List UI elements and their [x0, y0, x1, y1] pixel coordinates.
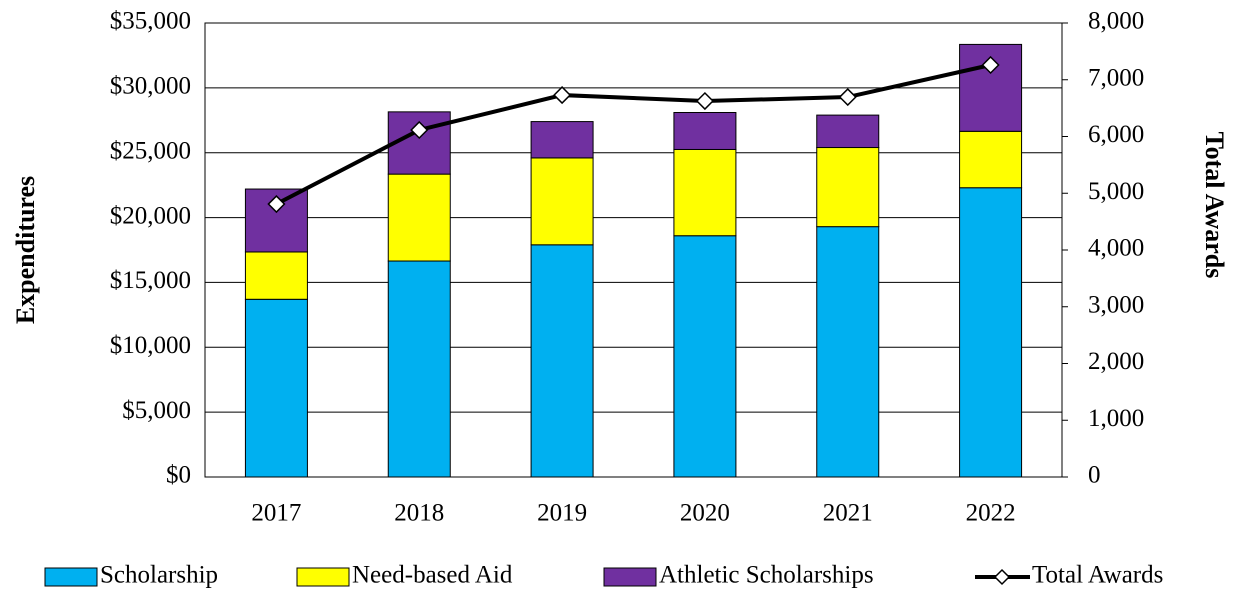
legend-label: Athletic Scholarships — [659, 562, 874, 589]
bar-segment — [673, 235, 737, 478]
y-tick-label: $5,000 — [122, 397, 191, 424]
bar-segment — [673, 112, 737, 150]
line-marker — [410, 120, 429, 140]
legend-swatch — [44, 567, 98, 587]
line-marker — [267, 194, 286, 214]
bar-segment — [387, 173, 451, 262]
y2-tick-label: 8,000 — [1088, 8, 1144, 35]
bar-segment — [959, 187, 1023, 478]
bar-segment — [959, 130, 1023, 189]
y2-axis-title: Total Awards — [1200, 132, 1229, 279]
line-marker — [695, 91, 714, 111]
line-marker — [553, 86, 572, 105]
line-marker — [981, 55, 1000, 75]
line — [275, 63, 992, 206]
bar-segment — [387, 260, 451, 478]
legend-label: Scholarship — [100, 562, 218, 589]
x-tick-label: 2019 — [537, 500, 587, 527]
x-tick-label: 2018 — [394, 500, 444, 527]
bar-segment — [530, 157, 594, 246]
legend-swatch — [296, 567, 350, 587]
y-tick-label: $35,000 — [110, 8, 191, 35]
legend-label: Need-based Aid — [352, 562, 513, 589]
y2-tick-label: 6,000 — [1088, 121, 1144, 148]
bar-segment — [816, 226, 880, 478]
bar-segment — [816, 147, 880, 228]
line-marker — [838, 87, 857, 107]
y-tick-label: $15,000 — [110, 267, 191, 294]
x-tick-label: 2020 — [680, 500, 730, 527]
bar-segment — [530, 244, 594, 478]
y-axis-title: Expenditures — [11, 176, 40, 324]
x-tick-label: 2021 — [823, 500, 873, 527]
legend-label: Total Awards — [1032, 562, 1163, 589]
y2-tick-label: 7,000 — [1088, 64, 1144, 91]
y2-tick-label: 2,000 — [1088, 348, 1144, 375]
y2-tick-label: 0 — [1088, 462, 1101, 489]
y-tick-label: $20,000 — [110, 202, 191, 229]
y-tick-label: $10,000 — [110, 332, 191, 359]
x-tick-label: 2022 — [966, 500, 1016, 527]
y2-tick-label: 4,000 — [1088, 235, 1144, 262]
y-tick-label: $25,000 — [110, 137, 191, 164]
bar-segment — [244, 298, 308, 478]
y-tick-label: $0 — [166, 462, 191, 489]
bar-segment — [530, 121, 594, 159]
bar-segment — [816, 114, 880, 149]
y2-tick-label: 3,000 — [1088, 291, 1144, 318]
y2-tick-label: 1,000 — [1088, 405, 1144, 432]
y-tick-label: $30,000 — [110, 73, 191, 100]
legend-marker — [993, 568, 1011, 586]
x-tick-label: 2017 — [251, 500, 301, 527]
y2-tick-label: 5,000 — [1088, 178, 1144, 205]
bar-segment — [673, 148, 737, 237]
legend-swatch — [603, 567, 657, 587]
bar-segment — [244, 251, 308, 300]
plot-frame — [204, 22, 1063, 478]
